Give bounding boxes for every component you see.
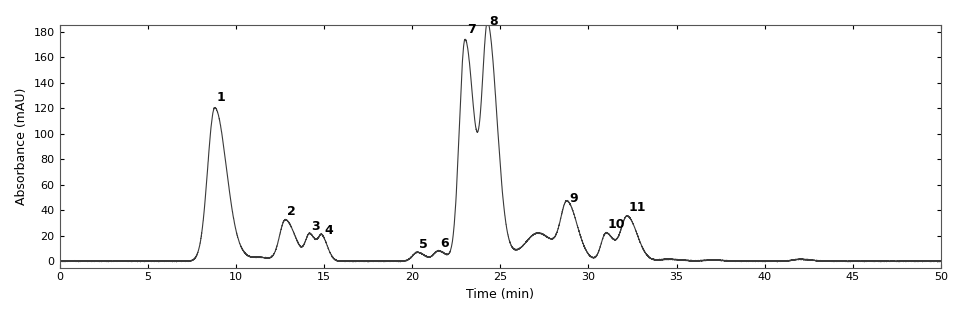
Y-axis label: Absorbance (mAU): Absorbance (mAU) bbox=[15, 88, 28, 205]
Text: 8: 8 bbox=[490, 15, 498, 28]
Text: 10: 10 bbox=[608, 218, 625, 231]
Text: 3: 3 bbox=[312, 220, 321, 233]
Text: 2: 2 bbox=[287, 205, 296, 218]
Text: 7: 7 bbox=[467, 23, 476, 36]
Text: 9: 9 bbox=[569, 192, 578, 205]
Text: 1: 1 bbox=[217, 91, 225, 105]
Text: 6: 6 bbox=[440, 237, 449, 250]
X-axis label: Time (min): Time (min) bbox=[466, 288, 534, 301]
Text: 11: 11 bbox=[629, 201, 646, 214]
Text: 4: 4 bbox=[324, 224, 333, 237]
Text: 5: 5 bbox=[419, 238, 428, 251]
